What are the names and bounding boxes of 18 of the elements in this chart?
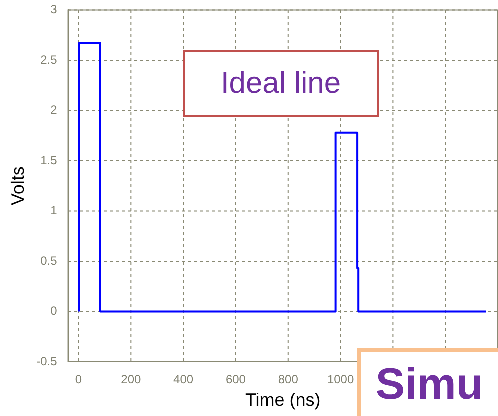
x-axis-title: Time (ns) [245, 390, 321, 410]
x-tick-label: 0 [75, 372, 82, 387]
annotation: Simu [357, 348, 498, 416]
y-tick-label: 2.5 [40, 52, 58, 67]
y-tick-label: -0.5 [36, 354, 58, 368]
x-tick-label: 600 [226, 372, 246, 387]
y-tick-label: 3 [50, 2, 58, 17]
x-tick-label: 200 [121, 372, 142, 387]
x-tick-label: 1000 [327, 372, 354, 387]
x-tick-label: 800 [278, 372, 299, 387]
y-tick-label: 0 [50, 304, 58, 318]
y-tick-label: 1 [50, 204, 58, 218]
annotation: Ideal line [183, 50, 379, 117]
y-tick-label: 2 [50, 103, 58, 118]
x-tick-label: 400 [174, 372, 194, 387]
y-axis-title: Volts [8, 166, 28, 206]
y-tick-label: 0.5 [40, 254, 58, 268]
y-tick-label: 1.5 [40, 153, 58, 168]
